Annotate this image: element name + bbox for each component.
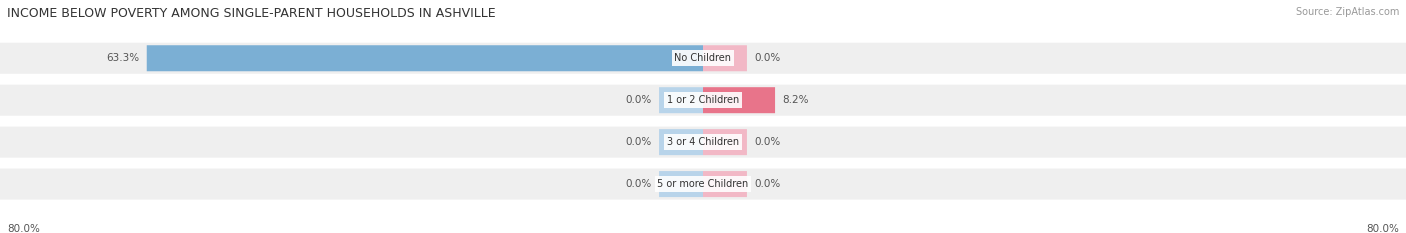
FancyBboxPatch shape	[659, 87, 703, 113]
Text: 0.0%: 0.0%	[626, 137, 652, 147]
FancyBboxPatch shape	[0, 168, 1406, 200]
FancyBboxPatch shape	[146, 45, 703, 71]
Text: 0.0%: 0.0%	[626, 95, 652, 105]
Text: 0.0%: 0.0%	[754, 137, 780, 147]
Text: 8.2%: 8.2%	[782, 95, 808, 105]
Text: 0.0%: 0.0%	[754, 53, 780, 63]
Text: 63.3%: 63.3%	[107, 53, 139, 63]
Text: 5 or more Children: 5 or more Children	[658, 179, 748, 189]
FancyBboxPatch shape	[703, 87, 775, 113]
FancyBboxPatch shape	[0, 127, 1406, 158]
FancyBboxPatch shape	[703, 171, 747, 197]
FancyBboxPatch shape	[0, 85, 1406, 116]
FancyBboxPatch shape	[703, 129, 747, 155]
FancyBboxPatch shape	[0, 43, 1406, 74]
Text: 1 or 2 Children: 1 or 2 Children	[666, 95, 740, 105]
Text: 0.0%: 0.0%	[626, 179, 652, 189]
FancyBboxPatch shape	[659, 129, 703, 155]
Text: No Children: No Children	[675, 53, 731, 63]
FancyBboxPatch shape	[659, 171, 703, 197]
FancyBboxPatch shape	[703, 45, 747, 71]
Text: 80.0%: 80.0%	[7, 224, 39, 233]
Text: 80.0%: 80.0%	[1367, 224, 1399, 233]
Text: Source: ZipAtlas.com: Source: ZipAtlas.com	[1295, 7, 1399, 17]
Text: 0.0%: 0.0%	[754, 179, 780, 189]
Text: 3 or 4 Children: 3 or 4 Children	[666, 137, 740, 147]
Text: INCOME BELOW POVERTY AMONG SINGLE-PARENT HOUSEHOLDS IN ASHVILLE: INCOME BELOW POVERTY AMONG SINGLE-PARENT…	[7, 7, 496, 20]
